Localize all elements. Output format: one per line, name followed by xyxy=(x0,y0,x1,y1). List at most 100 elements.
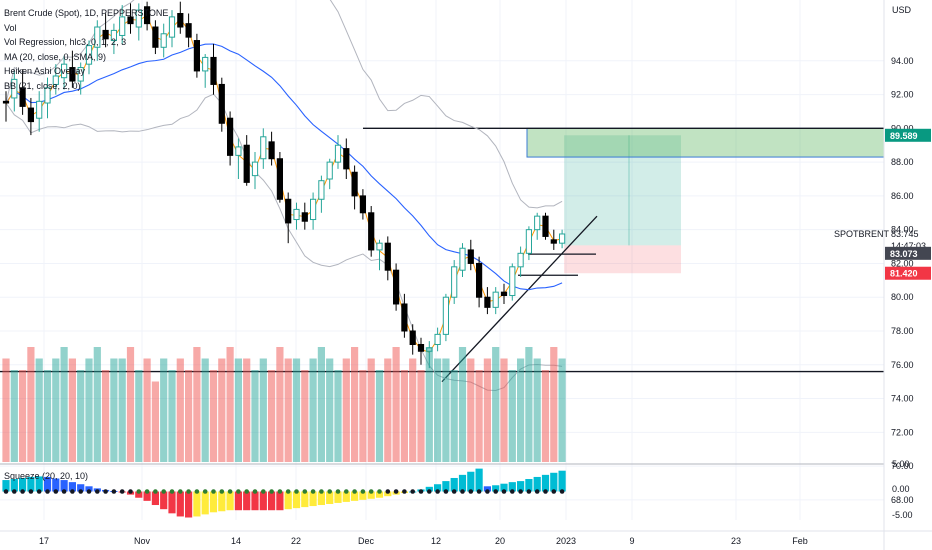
volume-bar xyxy=(102,370,110,462)
volume-bar xyxy=(60,347,68,462)
price-tag-last: 83.745 xyxy=(891,229,919,239)
volume-bar xyxy=(508,370,516,462)
candle-body xyxy=(119,16,126,36)
squeeze-bar xyxy=(517,481,525,492)
squeeze-bar xyxy=(176,491,184,517)
candle-body xyxy=(44,87,51,104)
squeeze-dot xyxy=(385,489,391,494)
volume-bar xyxy=(118,358,126,462)
price-tick-label: 84.00 xyxy=(891,225,914,235)
squeeze-bar xyxy=(268,491,276,511)
squeeze-bar xyxy=(292,491,301,509)
squeeze-bar xyxy=(218,491,226,512)
squeeze-dot xyxy=(103,489,108,494)
candle-body xyxy=(276,158,283,200)
squeeze-dot xyxy=(310,489,316,494)
squeeze-bar xyxy=(442,481,450,492)
squeeze-dot xyxy=(36,489,42,494)
squeeze-dot xyxy=(476,489,482,494)
volume-bar xyxy=(68,358,76,462)
volume-bar xyxy=(185,370,193,462)
volume-bar xyxy=(500,358,508,462)
price-tick-label: 76.00 xyxy=(891,360,914,370)
squeeze-dot xyxy=(294,489,299,494)
volume-bar xyxy=(19,370,27,462)
squeeze-dot xyxy=(202,489,208,494)
squeeze-bar xyxy=(43,476,52,492)
squeeze-dot xyxy=(335,489,341,494)
volume-bar xyxy=(342,358,350,462)
candle-body xyxy=(152,26,159,48)
candle-body xyxy=(393,269,400,305)
volume-bar xyxy=(326,358,334,462)
squeeze-dot xyxy=(186,489,191,494)
squeeze-tick-label: -5.00 xyxy=(892,510,913,520)
candle-body xyxy=(85,45,93,65)
squeeze-dot xyxy=(20,489,25,494)
time-tick-label: 12 xyxy=(431,536,441,546)
candle-body xyxy=(210,56,217,85)
squeeze-bar xyxy=(500,483,508,492)
price-tick-label: 78.00 xyxy=(891,326,914,336)
volume-bar xyxy=(483,358,491,462)
volume-bar xyxy=(351,347,359,462)
candle-body xyxy=(351,171,358,197)
squeeze-bar xyxy=(301,491,309,508)
candle-body xyxy=(202,56,209,72)
candle-body xyxy=(260,136,267,160)
price-tick-label: 68.00 xyxy=(891,495,914,505)
squeeze-bar xyxy=(19,477,27,492)
candle-body xyxy=(268,141,275,160)
squeeze-bar xyxy=(52,478,60,492)
volume-bar xyxy=(392,347,400,462)
candle-body xyxy=(417,344,425,352)
candle-body xyxy=(318,180,325,200)
candle-body xyxy=(127,16,134,25)
squeeze-bars xyxy=(2,468,566,518)
price-tick-label: 80.00 xyxy=(891,292,914,302)
candle-body xyxy=(110,29,118,42)
squeeze-label: Squeeze (20, 20, 10) xyxy=(4,471,88,481)
volume-bar xyxy=(425,347,433,462)
volume-bar xyxy=(259,358,267,462)
volume-bar xyxy=(176,358,184,462)
squeeze-dot xyxy=(460,489,465,494)
volume-bar xyxy=(550,347,558,462)
squeeze-bar xyxy=(525,479,533,492)
volume-bar xyxy=(27,347,35,462)
volume-bar xyxy=(317,347,325,462)
volume-bar xyxy=(442,358,450,462)
candle-body xyxy=(243,144,250,183)
squeeze-dot xyxy=(219,489,225,494)
symbol-label: SPOTBRENT xyxy=(834,229,890,239)
candle-body xyxy=(376,242,383,251)
squeeze-bar xyxy=(483,486,491,492)
squeeze-bar xyxy=(425,486,433,492)
volume-bar xyxy=(201,358,209,462)
price-tick-label: 90.00 xyxy=(891,123,914,133)
squeeze-dot xyxy=(86,489,92,494)
candle-body xyxy=(550,239,557,244)
volume-bar xyxy=(525,347,533,462)
candle-body xyxy=(359,195,366,214)
squeeze-bar xyxy=(68,482,76,492)
candle-body xyxy=(476,262,483,298)
squeeze-bar xyxy=(475,468,483,492)
candles xyxy=(2,1,566,369)
target-zone xyxy=(526,127,885,158)
squeeze-dot xyxy=(402,489,407,494)
volume-bar xyxy=(126,347,135,462)
squeeze-dot xyxy=(510,489,515,494)
price-tag-bg xyxy=(885,128,931,142)
candle-body xyxy=(559,233,566,244)
squeeze-bar xyxy=(309,491,317,507)
countdown-label: 14:47:03 xyxy=(891,241,926,251)
squeeze-dot xyxy=(70,489,75,494)
candle-body xyxy=(185,23,192,38)
candle-body xyxy=(517,252,524,268)
squeeze-dot xyxy=(236,489,241,494)
time-tick-label: 22 xyxy=(291,536,301,546)
squeeze-dot xyxy=(12,489,17,494)
squeeze-dot xyxy=(269,489,274,494)
